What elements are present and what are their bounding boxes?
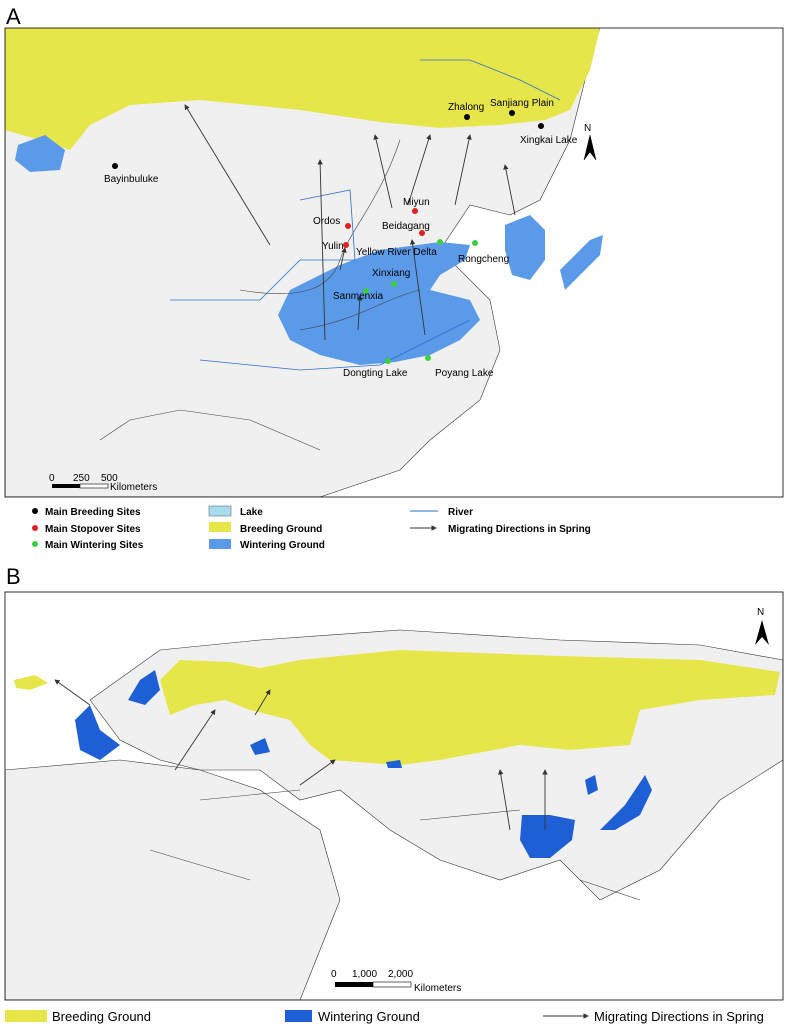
map-a — [5, 28, 783, 497]
site-label: Sanmenxia — [333, 291, 383, 302]
site-label: Miyun — [403, 197, 430, 208]
legend-label: Wintering Ground — [318, 1009, 420, 1024]
legend-label: Migrating Directions in Spring — [448, 524, 591, 535]
site-label: Bayinbuluke — [104, 174, 159, 185]
wintering-ground — [15, 135, 65, 172]
legend-label: River — [448, 507, 473, 518]
north-label: N — [584, 123, 591, 134]
wintering-ground — [505, 215, 545, 280]
scale-tick: 0 — [331, 969, 337, 980]
legend-b: Breeding Ground Wintering Ground Migrati… — [5, 1009, 764, 1024]
site-label: Beidagang — [382, 221, 430, 232]
north-label: N — [757, 607, 764, 618]
site-label: Yellow River Delta — [356, 247, 437, 258]
land — [5, 28, 601, 497]
scale-tick: 250 — [73, 473, 90, 484]
panel-label: A — [6, 4, 21, 29]
river — [170, 59, 561, 371]
site-label: Xingkai Lake — [520, 135, 578, 146]
scale-unit: Kilometers — [414, 983, 461, 994]
site-label: Ordos — [313, 216, 340, 227]
site-label: Poyang Lake — [435, 368, 494, 379]
legend-label: Breeding Ground — [240, 524, 322, 535]
legend-label: Lake — [240, 507, 263, 518]
scale-tick: 500 — [101, 473, 118, 484]
legend-label: Wintering Ground — [240, 540, 325, 551]
legend-label: Main Wintering Sites — [45, 540, 144, 551]
legend-a: Main Breeding Sites Main Stopover Sites … — [32, 505, 591, 551]
wintering-ground — [278, 242, 480, 365]
scale-unit: Kilometers — [110, 482, 157, 493]
legend-label: Breeding Ground — [52, 1009, 151, 1024]
site-label: Sanjiang Plain — [490, 98, 554, 109]
wintering-ground — [560, 235, 603, 290]
site-label: Zhalong — [448, 102, 484, 113]
scale-tick: 2,000 — [388, 969, 413, 980]
site-label: Xinxiang — [372, 268, 410, 279]
scale-bar: 0 1,000 2,000 Kilometers — [331, 969, 461, 994]
panel-label: B — [6, 564, 21, 589]
sites — [112, 110, 544, 364]
scale-tick: 0 — [49, 473, 55, 484]
legend-label: Migrating Directions in Spring — [594, 1009, 764, 1024]
scale-bar: 0 250 500 Kilometers — [49, 473, 157, 493]
legend-label: Main Breeding Sites — [45, 507, 141, 518]
legend-label: Main Stopover Sites — [45, 524, 141, 535]
scale-tick: 1,000 — [352, 969, 377, 980]
site-label: Dongting Lake — [343, 368, 408, 379]
map-b — [5, 592, 783, 1000]
site-label: Yulin — [322, 241, 344, 252]
site-label: Rongcheng — [458, 254, 509, 265]
breeding-ground — [5, 28, 600, 150]
